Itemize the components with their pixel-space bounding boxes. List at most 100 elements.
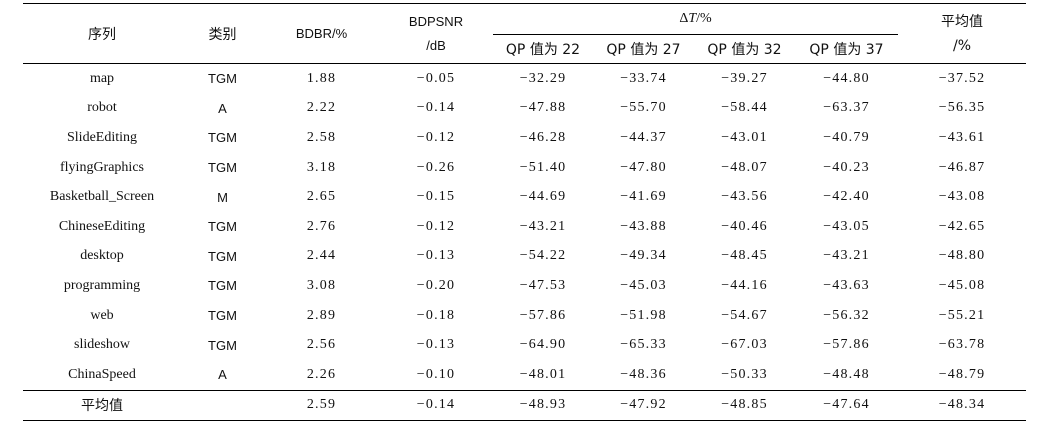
- header-average: 平均值 /%: [898, 3, 1026, 64]
- table-row: web TGM 2.89 −0.18 −57.86 −51.98 −54.67 −56.32 −…: [23, 301, 1026, 331]
- cell-category: TGM: [208, 219, 237, 235]
- header-row-2: QP 值为 22 QP 值为 27 QP 值为 32 QP 值为 37: [23, 35, 1026, 64]
- header-bdbr: BDBR/%: [264, 3, 379, 64]
- cell-category: A: [218, 100, 227, 116]
- cell-qp22: −48.01: [519, 366, 567, 382]
- cell-qp27: −33.74: [593, 62, 694, 94]
- cell-bdbr: 2.56: [306, 337, 337, 353]
- header-bdpsnr-line1: BDPSNR: [408, 13, 464, 29]
- cell-qp27: −41.69: [620, 189, 667, 205]
- cell-qp37: −57.86: [823, 337, 870, 353]
- cell-bdpsnr: −0.14: [416, 100, 456, 116]
- cell-qp22: −54.22: [519, 248, 567, 264]
- cell-qp22: −47.88: [519, 100, 567, 116]
- cell-average: −43.61: [938, 129, 986, 145]
- table-footer: 平均值 2.59 −0.14 −48.93 −47.92 −48.85 −47.…: [23, 389, 1026, 421]
- cell-bdbr: 2.26: [306, 366, 337, 382]
- cell-bdbr: 2.89: [306, 307, 337, 323]
- cell-average: −63.78: [938, 337, 986, 353]
- table-body: map TGM 1.88 −0.05 −32.29 −33.74 −39.27 −44.80−…: [23, 62, 1026, 391]
- header-bdpsnr: BDPSNR /dB: [379, 3, 493, 64]
- cell-qp27: −51.98: [620, 307, 667, 323]
- cell-category: TGM: [208, 308, 237, 324]
- cell-bdbr: 2.44: [306, 248, 337, 264]
- cell-category: M: [217, 189, 228, 205]
- cell-average: −55.21: [938, 307, 986, 323]
- footer-average: −48.34: [898, 389, 1026, 421]
- cell-category: A: [218, 367, 227, 383]
- cell-qp32: −43.56: [721, 189, 768, 205]
- cell-average: −48.79: [938, 366, 986, 382]
- cell-category: TGM: [181, 62, 264, 94]
- cell-qp22: −47.53: [519, 277, 567, 293]
- table-row: flyingGraphics TGM 3.18 −0.26 −51.40 −47.80 −4…: [23, 153, 1026, 183]
- cell-qp37: −43.05: [823, 218, 870, 234]
- cell-bdpsnr: −0.12: [416, 218, 456, 234]
- cell-average: −45.08: [938, 277, 986, 293]
- cell-qp22: −44.69: [519, 189, 567, 205]
- cell-qp27: −45.03: [620, 277, 667, 293]
- cell-average: −37.52: [898, 62, 1026, 94]
- cell-bdpsnr: −0.10: [416, 366, 456, 382]
- cell-sequence: programming: [63, 277, 141, 293]
- table-row: ChinaSpeed A 2.26 −0.10 −48.01 −48.36 −50.33 −4…: [23, 360, 1026, 390]
- cell-qp32: −54.67: [721, 307, 768, 323]
- table-row: SlideEditing TGM 2.58 −0.12 −46.28 −44.37 −43.…: [23, 123, 1026, 153]
- cell-bdbr: 2.58: [306, 129, 337, 145]
- footer-bdpsnr: −0.14: [379, 389, 493, 421]
- cell-qp32: −43.01: [721, 129, 768, 145]
- cell-qp37: −42.40: [823, 189, 870, 205]
- table-row: programming TGM 3.08 −0.20 −47.53 −45.03 −44.1…: [23, 271, 1026, 301]
- cell-bdpsnr: −0.26: [416, 159, 456, 175]
- cell-category: TGM: [208, 278, 237, 294]
- cell-qp32: −39.27: [694, 62, 795, 94]
- cell-qp22: −43.21: [519, 218, 567, 234]
- cell-category: TGM: [208, 160, 237, 176]
- header-delta-t-symbol: T: [688, 11, 697, 26]
- footer-category: [181, 389, 264, 421]
- cell-category: TGM: [208, 130, 237, 146]
- cell-bdpsnr: −0.13: [416, 337, 456, 353]
- footer-qp32: −48.85: [694, 389, 795, 421]
- cell-average: −42.65: [938, 218, 986, 234]
- cell-qp27: −65.33: [620, 337, 667, 353]
- cell-sequence: ChineseEditing: [58, 218, 146, 234]
- header-delta-t-suffix: /%: [696, 11, 712, 26]
- results-table: 序列 类别 BDBR/% BDPSNR /dB ΔT/% 平均值 /% QP 值…: [23, 3, 1026, 421]
- cell-average: −48.80: [938, 248, 986, 264]
- cell-qp37: −56.32: [823, 307, 870, 323]
- cell-sequence: robot: [87, 100, 117, 116]
- header-delta-t-prefix: Δ: [679, 11, 689, 26]
- cell-sequence: flyingGraphics: [60, 159, 144, 175]
- table-row: ChineseEditing TGM 2.76 −0.12 −43.21 −43.88 −4…: [23, 212, 1026, 242]
- cell-qp27: −43.88: [620, 218, 667, 234]
- cell-bdpsnr: −0.15: [416, 189, 456, 205]
- cell-bdpsnr: −0.20: [416, 277, 456, 293]
- cell-qp22: −57.86: [519, 307, 567, 323]
- cell-sequence: Basketball_Screen: [49, 189, 155, 205]
- average-row: 平均值 2.59 −0.14 −48.93 −47.92 −48.85 −47.…: [23, 389, 1026, 421]
- cell-qp32: −58.44: [721, 100, 768, 116]
- cell-bdbr: 2.22: [306, 100, 337, 116]
- cell-qp37: −44.80: [795, 62, 898, 94]
- cell-qp37: −48.48: [823, 366, 870, 382]
- footer-label: 平均值: [23, 389, 181, 421]
- cell-qp37: −63.37: [823, 100, 870, 116]
- table-row: Basketball_Screen M 2.65 −0.15 −44.69 −41.69 −…: [23, 182, 1026, 212]
- cell-qp27: −44.37: [620, 129, 667, 145]
- cell-qp37: −43.21: [823, 248, 870, 264]
- footer-qp22: −48.93: [493, 389, 593, 421]
- cell-average: −43.08: [938, 189, 986, 205]
- cell-average: −46.87: [938, 159, 986, 175]
- header-average-line2: /%: [952, 37, 972, 54]
- header-delta-t: ΔT/%: [493, 3, 898, 35]
- header-qp27: QP 值为 27: [606, 42, 681, 58]
- cell-category: TGM: [208, 248, 237, 264]
- cell-bdpsnr: −0.12: [416, 129, 456, 145]
- table-row: robot A 2.22 −0.14 −47.88 −55.70 −58.44 −63.37 −…: [23, 94, 1026, 124]
- cell-sequence: web: [90, 307, 114, 323]
- cell-sequence: SlideEditing: [67, 129, 137, 145]
- cell-qp22: −51.40: [519, 159, 567, 175]
- cell-qp22: −64.90: [519, 337, 567, 353]
- header-bdpsnr-line2: /dB: [426, 37, 446, 53]
